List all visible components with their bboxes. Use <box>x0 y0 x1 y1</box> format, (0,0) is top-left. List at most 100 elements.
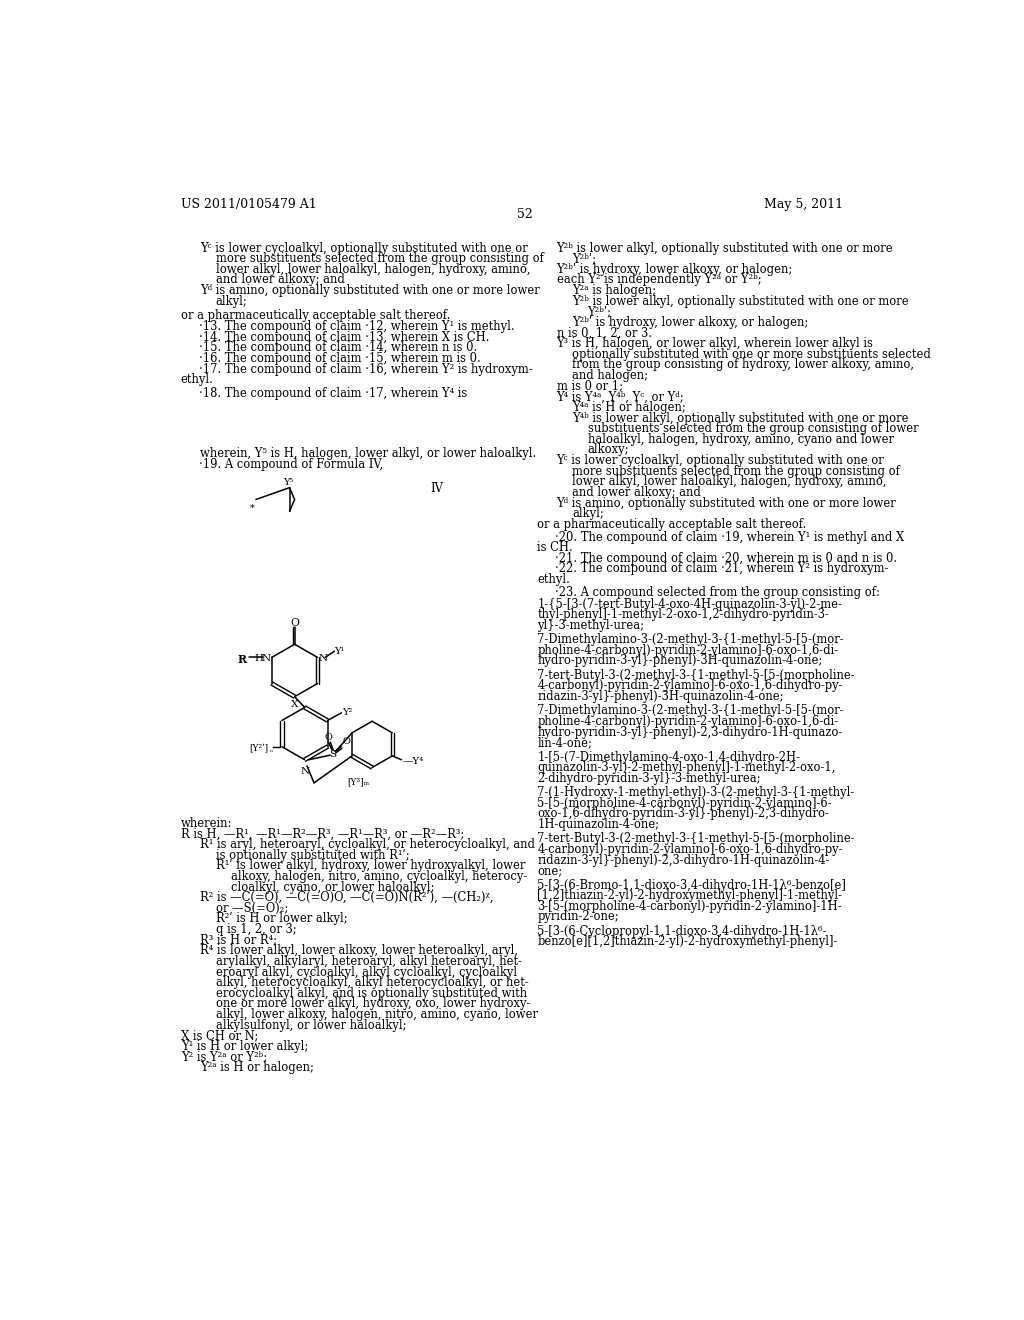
Text: [Y³]ₘ: [Y³]ₘ <box>347 777 370 787</box>
Text: Y²ᵇʹ;: Y²ᵇʹ; <box>588 305 611 318</box>
Text: R¹ is aryl, heteroaryl, cycloalkyl, or heterocycloalkyl, and: R¹ is aryl, heteroaryl, cycloalkyl, or h… <box>200 838 536 851</box>
Text: wherein, Y⁵ is H, halogen, lower alkyl, or lower haloalkyl.: wherein, Y⁵ is H, halogen, lower alkyl, … <box>200 447 537 461</box>
Text: Y¹ is H or lower alkyl;: Y¹ is H or lower alkyl; <box>180 1040 308 1053</box>
Text: each Y² is independently Y²ᵃ or Y²ᵇ;: each Y² is independently Y²ᵃ or Y²ᵇ; <box>557 273 761 286</box>
Text: ·21. The compound of claim ·20, wherein m is 0 and n is 0.: ·21. The compound of claim ·20, wherein … <box>555 552 897 565</box>
Text: more substituents selected from the group consisting of: more substituents selected from the grou… <box>216 252 544 265</box>
Text: or a pharmaceutically acceptable salt thereof.: or a pharmaceutically acceptable salt th… <box>538 517 807 531</box>
Text: substituents selected from the group consisting of lower: substituents selected from the group con… <box>588 422 919 436</box>
Text: 7-(1-Hydroxy-1-methyl-ethyl)-3-(2-methyl-3-{1-methyl-: 7-(1-Hydroxy-1-methyl-ethyl)-3-(2-methyl… <box>538 787 854 799</box>
Text: alkoxy;: alkoxy; <box>588 444 629 457</box>
Text: X: X <box>291 701 298 709</box>
Text: Y²ᵇʹ;: Y²ᵇʹ; <box>572 252 596 265</box>
Text: thyl-phenyl]-1-methyl-2-oxo-1,2-dihydro-pyridin-3-: thyl-phenyl]-1-methyl-2-oxo-1,2-dihydro-… <box>538 609 829 622</box>
Text: pyridin-2-one;: pyridin-2-one; <box>538 911 618 924</box>
Text: Y⁴ᵇ is lower alkyl, optionally substituted with one or more: Y⁴ᵇ is lower alkyl, optionally substitut… <box>572 412 908 425</box>
Text: 5-[5-(morpholine-4-carbonyl)-pyridin-2-ylamino]-6-: 5-[5-(morpholine-4-carbonyl)-pyridin-2-y… <box>538 797 831 809</box>
Text: 3-[5-(morpholine-4-carbonyl)-pyridin-2-ylamino]-1H-: 3-[5-(morpholine-4-carbonyl)-pyridin-2-y… <box>538 900 842 913</box>
Text: ethyl.: ethyl. <box>180 374 214 387</box>
Text: Yᵈ is amino, optionally substituted with one or more lower: Yᵈ is amino, optionally substituted with… <box>200 284 540 297</box>
Text: Yᵈ is amino, optionally substituted with one or more lower: Yᵈ is amino, optionally substituted with… <box>557 496 896 510</box>
Text: or a pharmaceutically acceptable salt thereof.: or a pharmaceutically acceptable salt th… <box>180 309 451 322</box>
Text: optionally substituted with one or more substituents selected: optionally substituted with one or more … <box>572 348 931 360</box>
Text: 2-dihydro-pyridin-3-yl}-3-methyl-urea;: 2-dihydro-pyridin-3-yl}-3-methyl-urea; <box>538 772 761 785</box>
Text: quinazolin-3-yl)-2-methyl-phenyl]-1-methyl-2-oxo-1,: quinazolin-3-yl)-2-methyl-phenyl]-1-meth… <box>538 762 836 774</box>
Text: cloalkyl, cyano, or lower haloalkyl;: cloalkyl, cyano, or lower haloalkyl; <box>231 880 434 894</box>
Text: ·17. The compound of claim ·16, wherein Y² is hydroxym-: ·17. The compound of claim ·16, wherein … <box>199 363 532 376</box>
Text: Y⁵: Y⁵ <box>284 478 294 487</box>
Text: Y⁴ is Y⁴ᵃ, Y⁴ᵇ, Yᶜ, or Yᵈ;: Y⁴ is Y⁴ᵃ, Y⁴ᵇ, Yᶜ, or Yᵈ; <box>557 391 684 404</box>
Text: R is H, —R¹, —R¹—R²—R³, —R¹—R³, or —R²—R³;: R is H, —R¹, —R¹—R²—R³, —R¹—R³, or —R²—R… <box>180 828 464 841</box>
Text: Y⁴ᵃ is H or halogen;: Y⁴ᵃ is H or halogen; <box>572 401 686 414</box>
Text: benzo[e][1,2]thiazin-2-yl)-2-hydroxymethyl-phenyl]-: benzo[e][1,2]thiazin-2-yl)-2-hydroxymeth… <box>538 936 838 949</box>
Text: Yᶜ is lower cycloalkyl, optionally substituted with one or: Yᶜ is lower cycloalkyl, optionally subst… <box>200 242 527 255</box>
Text: R³ is H or R⁴;: R³ is H or R⁴; <box>200 933 278 946</box>
Text: N: N <box>319 653 328 663</box>
Text: is CH.: is CH. <box>538 541 573 554</box>
Text: pholine-4-carbonyl)-pyridin-2-ylamino]-6-oxo-1,6-di-: pholine-4-carbonyl)-pyridin-2-ylamino]-6… <box>538 644 839 657</box>
Text: H: H <box>255 653 264 663</box>
Text: ·19. A compound of Formula IV,: ·19. A compound of Formula IV, <box>199 458 383 471</box>
Text: [Y²ʹ]: [Y²ʹ] <box>249 744 268 754</box>
Text: 7-Dimethylamino-3-(2-methyl-3-{1-methyl-5-[5-(mor-: 7-Dimethylamino-3-(2-methyl-3-{1-methyl-… <box>538 634 844 645</box>
Text: one;: one; <box>538 865 562 878</box>
Text: Y²ᵇʹ is hydroxy, lower alkoxy, or halogen;: Y²ᵇʹ is hydroxy, lower alkoxy, or haloge… <box>557 263 793 276</box>
Text: alkoxy, halogen, nitro, amino, cycloalkyl, heterocy-: alkoxy, halogen, nitro, amino, cycloalky… <box>231 870 527 883</box>
Text: ridazin-3-yl}-phenyl)-3H-quinazolin-4-one;: ridazin-3-yl}-phenyl)-3H-quinazolin-4-on… <box>538 690 783 704</box>
Text: haloalkyl, halogen, hydroxy, amino, cyano and lower: haloalkyl, halogen, hydroxy, amino, cyan… <box>588 433 894 446</box>
Text: yl}-3-methyl-urea;: yl}-3-methyl-urea; <box>538 619 644 632</box>
Text: ·22. The compound of claim ·21, wherein Y² is hydroxym-: ·22. The compound of claim ·21, wherein … <box>555 562 889 576</box>
Text: Y² is Y²ᵃ or Y²ᵇ;: Y² is Y²ᵃ or Y²ᵇ; <box>180 1051 267 1064</box>
Text: ·20. The compound of claim ·19, wherein Y¹ is methyl and X: ·20. The compound of claim ·19, wherein … <box>555 531 904 544</box>
Text: lin-4-one;: lin-4-one; <box>538 737 592 750</box>
Text: lower alkyl, lower haloalkyl, halogen, hydroxy, amino,: lower alkyl, lower haloalkyl, halogen, h… <box>572 475 887 488</box>
Text: Y²ᵇ is lower alkyl, optionally substituted with one or more: Y²ᵇ is lower alkyl, optionally substitut… <box>572 294 908 308</box>
Text: 1-{5-[3-(7-tert-Butyl-4-oxo-4H-quinazolin-3-yl)-2-me-: 1-{5-[3-(7-tert-Butyl-4-oxo-4H-quinazoli… <box>538 598 842 611</box>
Text: eroaryl alkyl, cycloalkyl, alkyl cycloalkyl, cycloalkyl: eroaryl alkyl, cycloalkyl, alkyl cycloal… <box>216 965 517 978</box>
Text: alkyl, heterocycloalkyl, alkyl heterocycloalkyl, or het-: alkyl, heterocycloalkyl, alkyl heterocyc… <box>216 975 528 989</box>
Text: arylalkyl, alkylaryl, heteroaryl, alkyl heteroaryl, het-: arylalkyl, alkylaryl, heteroaryl, alkyl … <box>216 954 521 968</box>
Text: or —S(=O)₂;: or —S(=O)₂; <box>216 902 288 915</box>
Text: q is 1, 2, or 3;: q is 1, 2, or 3; <box>216 923 296 936</box>
Text: Y²ᵇʹ is hydroxy, lower alkoxy, or halogen;: Y²ᵇʹ is hydroxy, lower alkoxy, or haloge… <box>572 315 808 329</box>
Text: IV: IV <box>430 483 443 495</box>
Text: ridazin-3-yl}-phenyl)-2,3-dihydro-1H-quinazolin-4-: ridazin-3-yl}-phenyl)-2,3-dihydro-1H-qui… <box>538 854 829 867</box>
Text: 7-Dimethylamino-3-(2-methyl-3-{1-methyl-5-[5-(mor-: 7-Dimethylamino-3-(2-methyl-3-{1-methyl-… <box>538 705 844 717</box>
Text: ·18. The compound of claim ·17, wherein Y⁴ is: ·18. The compound of claim ·17, wherein … <box>199 387 467 400</box>
Text: oxo-1,6-dihydro-pyridin-3-yl}-phenyl)-2,3-dihydro-: oxo-1,6-dihydro-pyridin-3-yl}-phenyl)-2,… <box>538 808 829 821</box>
Text: 1-[5-(7-Dimethylamino-4-oxo-1,4-dihydro-2H-: 1-[5-(7-Dimethylamino-4-oxo-1,4-dihydro-… <box>538 751 800 763</box>
Text: and lower alkoxy; and: and lower alkoxy; and <box>572 486 701 499</box>
Text: Y²: Y² <box>342 708 352 717</box>
Text: hydro-pyridin-3-yl}-phenyl)-3H-quinazolin-4-one;: hydro-pyridin-3-yl}-phenyl)-3H-quinazoli… <box>538 655 822 668</box>
Text: 4-carbonyl)-pyridin-2-ylamino]-6-oxo-1,6-dihydro-py-: 4-carbonyl)-pyridin-2-ylamino]-6-oxo-1,6… <box>538 843 843 855</box>
Text: Y¹: Y¹ <box>335 647 345 656</box>
Text: 5-[3-(6-Cyclopropyl-1,1-dioxo-3,4-dihydro-1H-1λ⁶-: 5-[3-(6-Cyclopropyl-1,1-dioxo-3,4-dihydr… <box>538 925 826 937</box>
Text: 1H-quinazolin-4-one;: 1H-quinazolin-4-one; <box>538 818 659 832</box>
Text: Y³ is H, halogen, or lower alkyl, wherein lower alkyl is: Y³ is H, halogen, or lower alkyl, wherei… <box>557 337 873 350</box>
Text: R⁴ is lower alkyl, lower alkoxy, lower heteroalkyl, aryl,: R⁴ is lower alkyl, lower alkoxy, lower h… <box>200 944 518 957</box>
Text: and lower alkoxy; and: and lower alkoxy; and <box>216 273 344 286</box>
Text: alkyl;: alkyl; <box>572 507 604 520</box>
Text: ·23. A compound selected from the group consisting of:: ·23. A compound selected from the group … <box>555 586 880 599</box>
Text: *: * <box>250 503 255 512</box>
Text: alkyl;: alkyl; <box>216 294 248 308</box>
Text: 7-tert-Butyl-3-(2-methyl-3-{1-methyl-5-[5-(morpholine-: 7-tert-Butyl-3-(2-methyl-3-{1-methyl-5-[… <box>538 833 855 845</box>
Text: n is 0, 1, 2, or 3.: n is 0, 1, 2, or 3. <box>557 326 651 339</box>
Text: [1,2]thiazin-2-yl)-2-hydroxymethyl-phenyl]-1-methyl-: [1,2]thiazin-2-yl)-2-hydroxymethyl-pheny… <box>538 890 842 902</box>
Text: 7-tert-Butyl-3-(2-methyl-3-{1-methyl-5-[5-(morpholine-: 7-tert-Butyl-3-(2-methyl-3-{1-methyl-5-[… <box>538 669 855 681</box>
Text: alkyl, lower alkoxy, halogen, nitro, amino, cyano, lower: alkyl, lower alkoxy, halogen, nitro, ami… <box>216 1008 538 1020</box>
Text: Yᶜ is lower cycloalkyl, optionally substituted with one or: Yᶜ is lower cycloalkyl, optionally subst… <box>557 454 885 467</box>
Text: R²ʹ is H or lower alkyl;: R²ʹ is H or lower alkyl; <box>216 912 347 925</box>
Text: R¹ʹ is lower alkyl, hydroxy, lower hydroxyalkyl, lower: R¹ʹ is lower alkyl, hydroxy, lower hydro… <box>216 859 525 873</box>
Text: N: N <box>301 767 310 776</box>
Text: ⁿ: ⁿ <box>269 748 272 756</box>
Text: O: O <box>343 738 350 746</box>
Text: US 2011/0105479 A1: US 2011/0105479 A1 <box>180 198 316 211</box>
Text: more substituents selected from the group consisting of: more substituents selected from the grou… <box>572 465 900 478</box>
Text: and halogen;: and halogen; <box>572 370 648 381</box>
Text: N: N <box>262 653 271 663</box>
Text: —Y⁴: —Y⁴ <box>402 758 424 767</box>
Text: m is 0 or 1;: m is 0 or 1; <box>557 380 623 392</box>
Text: 5-[3-(6-Bromo-1,1-dioxo-3,4-dihydro-1H-1λ⁶-benzo[e]: 5-[3-(6-Bromo-1,1-dioxo-3,4-dihydro-1H-1… <box>538 879 846 891</box>
Text: one or more lower alkyl, hydroxy, oxo, lower hydroxy-: one or more lower alkyl, hydroxy, oxo, l… <box>216 998 530 1010</box>
